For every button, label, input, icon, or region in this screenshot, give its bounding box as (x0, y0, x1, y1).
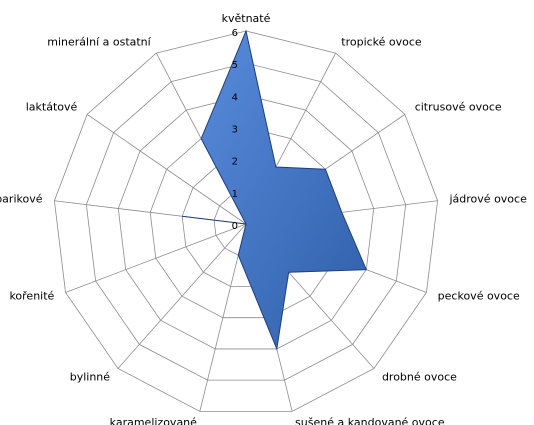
category-label: sušené a kandované ovoce (295, 416, 445, 425)
grid-line (117, 94, 375, 350)
radar-area (182, 29, 368, 351)
spoke (117, 223, 247, 369)
category-label: bylinné (70, 370, 111, 383)
tick-label: 4 (232, 92, 238, 103)
category-label: citrusové ovoce (415, 101, 502, 114)
category-label: barikové (0, 192, 43, 205)
grid-line (53, 30, 439, 412)
spoke (65, 223, 247, 293)
category-label: peckové ovoce (438, 290, 520, 303)
category-label: kořenité (9, 290, 54, 303)
tick-label: 1 (232, 189, 238, 200)
tick-label: 5 (232, 60, 238, 71)
category-label: laktátové (26, 101, 78, 114)
tick-label: 0 (232, 221, 238, 232)
tick-label: 6 (232, 28, 238, 39)
labels: 0 1 2 3 4 5 6 květnaté tropické ovoce citrusové o… (0, 12, 527, 425)
tick-label: 3 (232, 125, 238, 136)
category-label: jádrové ovoce (449, 192, 528, 205)
category-label: minerální a ostatní (47, 35, 151, 48)
category-label: karamelizované (110, 416, 198, 425)
category-label: drobné ovoce (382, 370, 457, 383)
grid-line (85, 62, 407, 381)
spoke (86, 114, 247, 225)
tick-label: 2 (232, 157, 238, 168)
category-label: květnaté (222, 12, 271, 25)
category-label: tropické ovoce (341, 35, 422, 48)
marks (182, 29, 368, 351)
